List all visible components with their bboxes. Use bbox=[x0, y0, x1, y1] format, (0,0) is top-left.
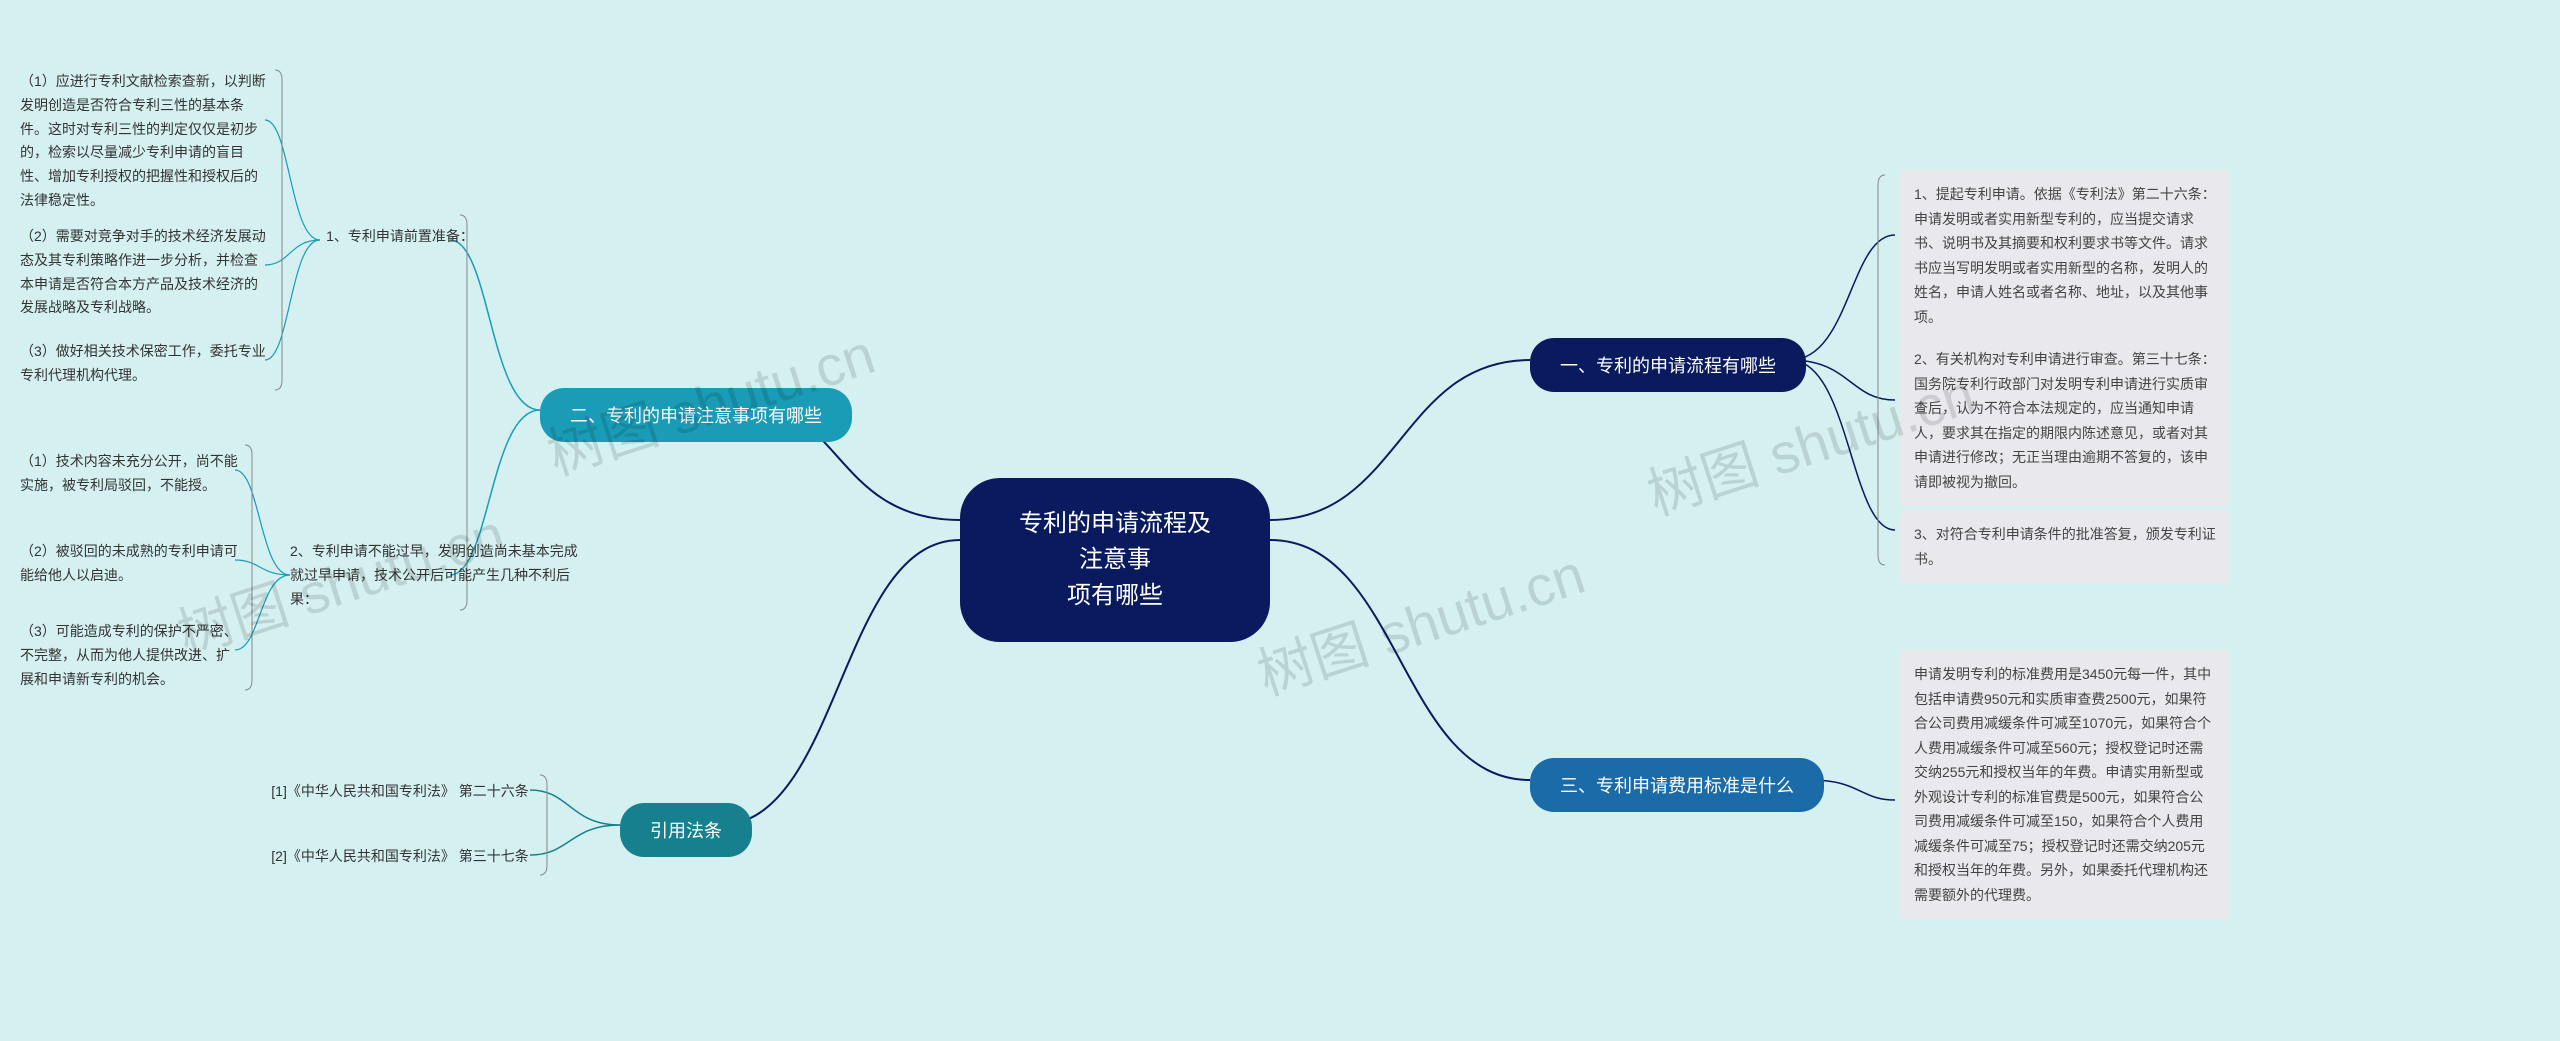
leaf-l1-0-2: （3）做好相关技术保密工作，委托专业专利代理机构代理。 bbox=[20, 340, 270, 388]
sub-l1-1: 2、专利申请不能过早，发明创造尚未基本完成就过早申请，技术公开后可能产生几种不利… bbox=[290, 540, 590, 611]
leaf-l1-0-1: （2）需要对竞争对手的技术经济发展动态及其专利策略作进一步分析，并检查本申请是否… bbox=[20, 225, 270, 320]
branch-r1-label: 一、专利的申请流程有哪些 bbox=[1560, 352, 1776, 378]
branch-r2[interactable]: 三、专利申请费用标准是什么 bbox=[1530, 758, 1824, 812]
watermark: 树图 shutu.cn bbox=[1246, 530, 1594, 712]
branch-r1[interactable]: 一、专利的申请流程有哪些 bbox=[1530, 338, 1806, 392]
leaf-r2-0: 申请发明专利的标准费用是3450元每一件，其中包括申请费950元和实质审查费25… bbox=[1900, 650, 2230, 919]
leaf-l1-0-0: （1）应进行专利文献检索查新，以判断发明创造是否符合专利三性的基本条件。这时对专… bbox=[20, 70, 270, 213]
center-label: 专利的申请流程及注意事 项有哪些 bbox=[1008, 506, 1222, 614]
branch-l1[interactable]: 二、专利的申请注意事项有哪些 bbox=[540, 388, 852, 442]
leaf-r1-0: 1、提起专利申请。依据《专利法》第二十六条：申请发明或者实用新型专利的，应当提交… bbox=[1900, 170, 2230, 341]
center-node[interactable]: 专利的申请流程及注意事 项有哪些 bbox=[960, 478, 1270, 642]
branch-l1-label: 二、专利的申请注意事项有哪些 bbox=[570, 402, 822, 428]
leaf-l1-1-0: （1）技术内容未充分公开，尚不能实施，被专利局驳回，不能授。 bbox=[20, 450, 240, 498]
branch-r2-label: 三、专利申请费用标准是什么 bbox=[1560, 772, 1794, 798]
branch-l2[interactable]: 引用法条 bbox=[620, 803, 752, 857]
sub-l1-0: 1、专利申请前置准备： bbox=[320, 225, 480, 249]
leaf-l2-0: [1]《中华人民共和国专利法》 第二十六条 bbox=[260, 780, 540, 804]
branch-l2-label: 引用法条 bbox=[650, 817, 722, 843]
leaf-r1-2: 3、对符合专利申请条件的批准答复，颁发专利证书。 bbox=[1900, 510, 2230, 583]
leaf-r1-1: 2、有关机构对专利申请进行审查。第三十七条：国务院专利行政部门对发明专利申请进行… bbox=[1900, 335, 2230, 506]
leaf-l1-1-2: （3）可能造成专利的保护不严密、不完整，从而为他人提供改进、扩展和申请新专利的机… bbox=[20, 620, 240, 691]
leaf-l2-1: [2]《中华人民共和国专利法》 第三十七条 bbox=[260, 845, 540, 869]
leaf-l1-1-1: （2）被驳回的未成熟的专利申请可能给他人以启迪。 bbox=[20, 540, 240, 588]
